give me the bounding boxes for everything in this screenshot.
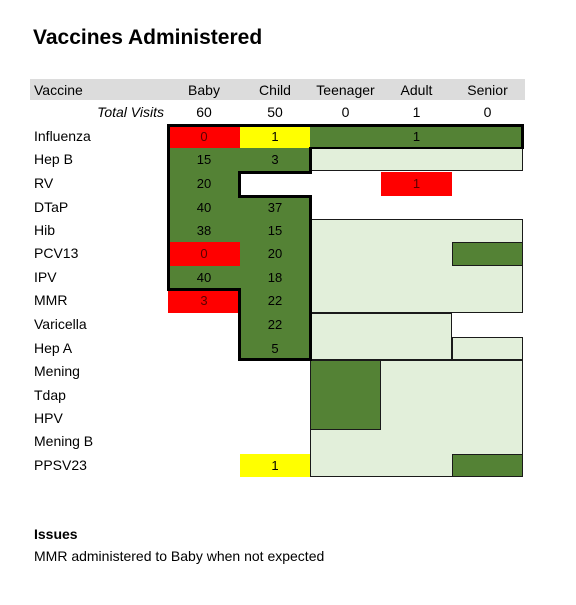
value-varicella-child: 22 xyxy=(267,317,283,332)
expected-region-teen-mening-hpv xyxy=(310,360,381,430)
value-ipv-child: 18 xyxy=(267,270,283,285)
row-label-influenza: Influenza xyxy=(34,128,91,144)
row-label-ipv: IPV xyxy=(34,269,57,285)
outline-child-left-lower xyxy=(238,288,241,361)
value-ppsv23-child: 1 xyxy=(271,458,279,473)
page-title: Vaccines Administered xyxy=(33,26,263,49)
value-rv-baby: 20 xyxy=(196,176,212,191)
row-label-hib: Hib xyxy=(34,222,56,238)
value-influenza-baby: 0 xyxy=(200,129,208,144)
value-pcv13-baby: 0 xyxy=(200,246,208,261)
cell-mmr-baby xyxy=(168,289,240,313)
row-label-dtap: DTaP xyxy=(34,199,69,215)
value-hepb-baby: 15 xyxy=(196,152,212,167)
cell-influenza-baby xyxy=(168,125,240,148)
value-hepa-child: 5 xyxy=(271,341,279,356)
outline-rv-notch-top xyxy=(238,171,312,174)
total-visits-teenager: 0 xyxy=(341,104,350,120)
value-dtap-baby: 40 xyxy=(196,200,212,215)
row-label-mmr: MMR xyxy=(34,292,68,308)
row-label-rv: RV xyxy=(34,175,54,191)
column-header-teenager: Teenager xyxy=(316,82,375,98)
value-ipv-baby: 40 xyxy=(196,270,212,285)
expected-region-child-hepb xyxy=(240,148,310,172)
outline-top xyxy=(167,124,524,127)
value-dtap-child: 37 xyxy=(267,200,283,215)
outline-rv-notch-left xyxy=(238,171,241,197)
issues-heading: Issues xyxy=(34,526,78,542)
cell-rv-adult xyxy=(381,172,452,196)
na-region-senior-hepa xyxy=(452,337,523,360)
column-header-senior: Senior xyxy=(467,82,508,98)
table-header-bar xyxy=(30,79,525,100)
row-label-mening-b: Mening B xyxy=(34,433,94,449)
total-visits-senior: 0 xyxy=(483,104,492,120)
outline-baby-bottom xyxy=(167,288,241,291)
issues-text: MMR administered to Baby when not expect… xyxy=(34,548,325,564)
cell-influenza-child xyxy=(240,125,310,148)
row-label-varicella: Varicella xyxy=(34,316,87,332)
row-label-pcv13: PCV13 xyxy=(34,245,79,261)
row-label-ppsv23: PPSV23 xyxy=(34,457,87,473)
value-pcv13-child: 20 xyxy=(267,246,283,261)
outline-left-baby xyxy=(167,124,170,290)
column-header-vaccine: Vaccine xyxy=(34,82,83,98)
column-header-child: Child xyxy=(259,82,291,98)
value-hepb-child: 3 xyxy=(271,152,279,167)
cell-pcv13-baby xyxy=(168,242,240,266)
expected-region-baby-ipv xyxy=(168,266,240,289)
row-label-tdap: Tdap xyxy=(34,387,66,403)
value-mmr-child: 22 xyxy=(267,293,283,308)
outline-child-right-hepb xyxy=(309,147,312,173)
na-region-teen-adult-senior-hepb xyxy=(310,148,523,171)
column-header-adult: Adult xyxy=(400,82,433,98)
value-hib-baby: 38 xyxy=(196,223,212,238)
total-visits-baby: 60 xyxy=(196,104,212,120)
row-label-hpv: HPV xyxy=(34,410,63,426)
outline-rv-notch-bottom xyxy=(238,195,312,198)
cell-ppsv23-child xyxy=(240,454,310,477)
total-visits-adult: 1 xyxy=(412,104,421,120)
row-label-hep-a: Hep A xyxy=(34,340,73,356)
row-label-mening: Mening xyxy=(34,363,80,379)
expected-region-child xyxy=(240,196,310,360)
outline-step-hepb xyxy=(309,147,524,149)
total-visits-child: 50 xyxy=(267,104,283,120)
column-header-baby: Baby xyxy=(188,82,220,98)
na-region-adult-lower xyxy=(310,313,452,360)
value-influenza-child: 1 xyxy=(271,129,279,144)
expected-region-senior-ppsv23 xyxy=(452,454,523,477)
value-rv-adult: 1 xyxy=(412,176,421,191)
value-hib-child: 15 xyxy=(267,223,283,238)
outline-child-bottom xyxy=(238,358,312,361)
expected-region-influenza xyxy=(310,125,523,148)
value-mmr-baby: 3 xyxy=(200,293,208,308)
outline-child-right xyxy=(309,195,312,361)
expected-region-senior-pcv13 xyxy=(452,242,523,266)
total-visits-label: Total Visits xyxy=(97,104,164,120)
value-influenza-adult: 1 xyxy=(412,129,421,144)
row-label-hep-b: Hep B xyxy=(34,151,73,167)
na-region-upper-right xyxy=(310,219,523,313)
outline-right-influenza xyxy=(521,124,524,149)
